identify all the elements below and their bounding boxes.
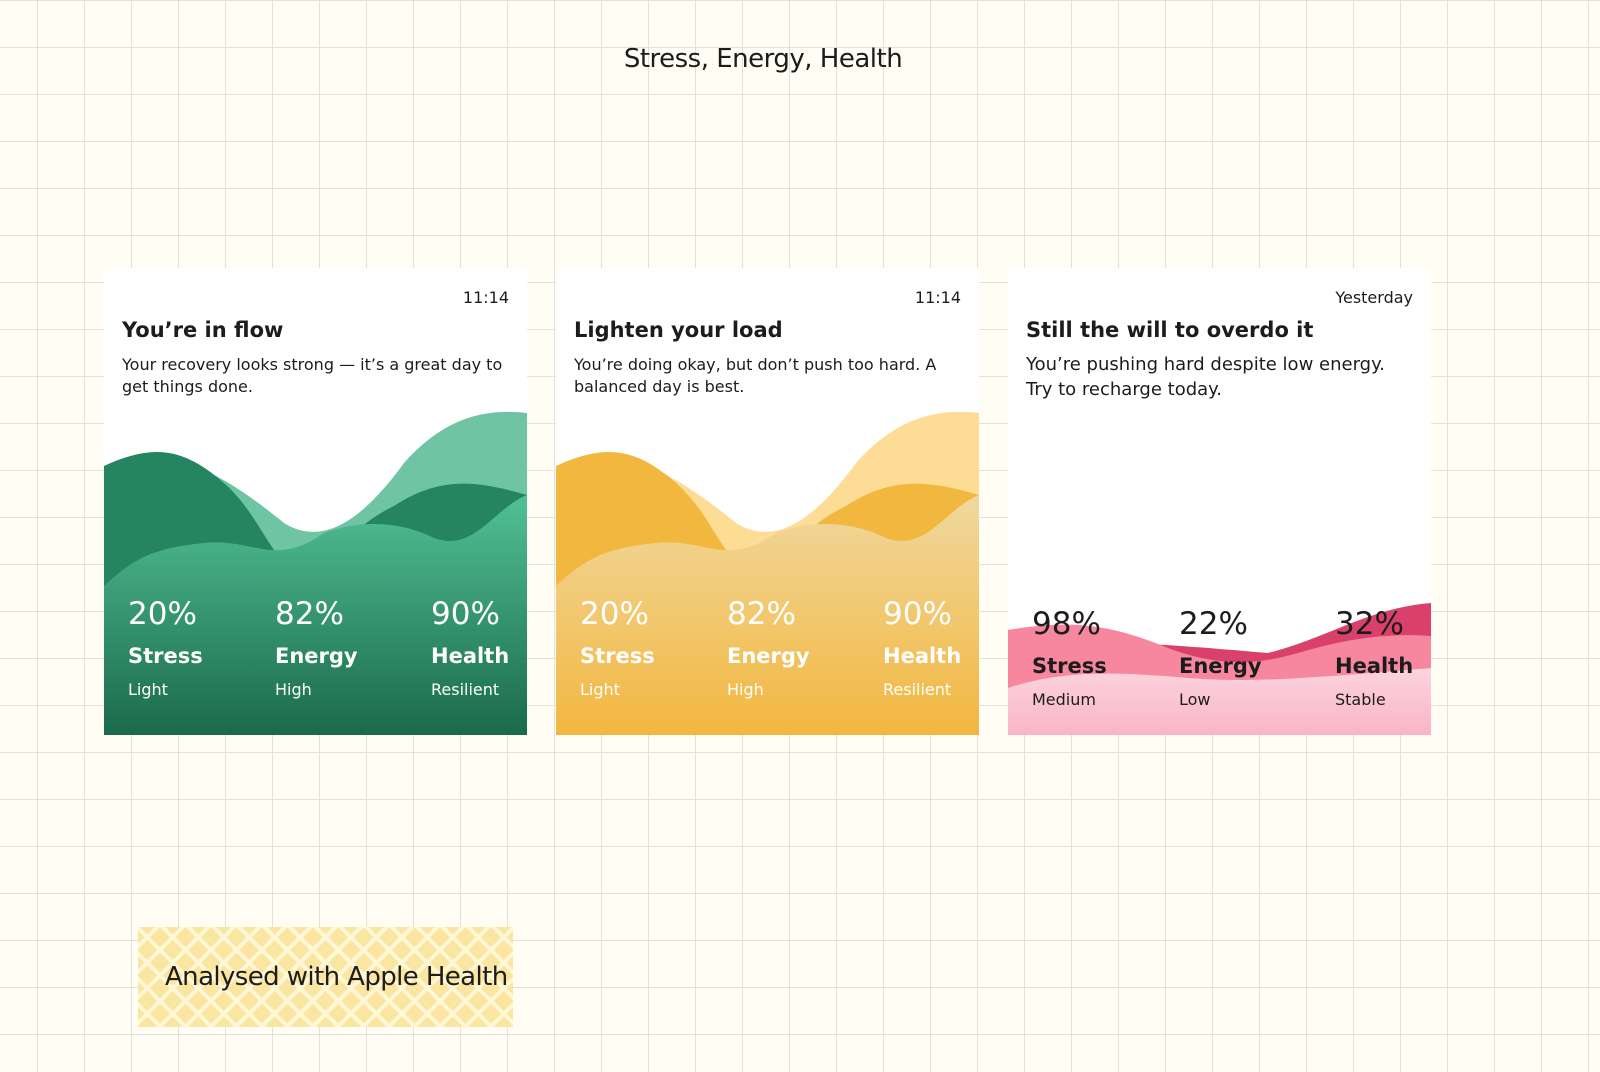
- metric-label: Stress: [1032, 654, 1107, 678]
- wave-art: [1008, 603, 1431, 735]
- card-description: You’re pushing hard despite low energy. …: [1026, 354, 1385, 400]
- card: Yesterday Still the will to overdo it You’…: [1008, 268, 1431, 735]
- metric-label: Health: [1335, 654, 1414, 678]
- card-heading: You’re in flow: [122, 318, 284, 342]
- card-heading: Lighten your load: [574, 318, 783, 342]
- wave-art: [104, 411, 527, 735]
- footer-tag: Analysed with Apple Health: [165, 962, 508, 992]
- metric-value: 82%: [275, 596, 344, 632]
- metric-label: Energy: [1179, 654, 1262, 678]
- metric-label: Health: [883, 644, 962, 668]
- card-description: Your recovery looks strong — it’s a grea…: [122, 355, 503, 396]
- metric-label: Stress: [580, 644, 655, 668]
- card-time: 11:14: [914, 288, 961, 307]
- metric-level: Light: [580, 680, 620, 699]
- metric-level: Resilient: [883, 680, 952, 699]
- metric-level: Low: [1179, 690, 1211, 709]
- metric-value: 32%: [1335, 606, 1404, 642]
- card-description: You’re doing okay, but don’t push too ha…: [574, 355, 937, 396]
- card-time: 11:14: [462, 288, 509, 307]
- metric-value: 98%: [1032, 606, 1101, 642]
- metric-level: High: [275, 680, 312, 699]
- metric-level: Stable: [1335, 690, 1386, 709]
- metric-level: Light: [128, 680, 168, 699]
- metric-label: Health: [431, 644, 510, 668]
- wave-art: [556, 411, 979, 735]
- metric-value: 20%: [128, 596, 197, 632]
- metric-value: 90%: [431, 596, 500, 632]
- metric-label: Energy: [727, 644, 810, 668]
- wave-front: [104, 495, 527, 735]
- card: 11:14 Lighten your load You’re doing okay,…: [556, 268, 979, 735]
- metric-value: 22%: [1179, 606, 1248, 642]
- metric-label: Energy: [275, 644, 358, 668]
- metric-value: 20%: [580, 596, 649, 632]
- card: 11:14 You’re in flow Your recovery looks s…: [104, 268, 527, 735]
- tape: [138, 927, 513, 1027]
- wave-front: [556, 495, 979, 735]
- metric-level: Resilient: [431, 680, 500, 699]
- metric-value: 90%: [883, 596, 952, 632]
- card-heading: Still the will to overdo it: [1026, 318, 1314, 342]
- metric-label: Stress: [128, 644, 203, 668]
- metric-level: High: [727, 680, 764, 699]
- metric-value: 82%: [727, 596, 796, 632]
- wave-front: [1008, 668, 1431, 735]
- card-time: Yesterday: [1335, 288, 1413, 307]
- metric-level: Medium: [1032, 690, 1096, 709]
- page-title: Stress, Energy, Health: [623, 44, 903, 74]
